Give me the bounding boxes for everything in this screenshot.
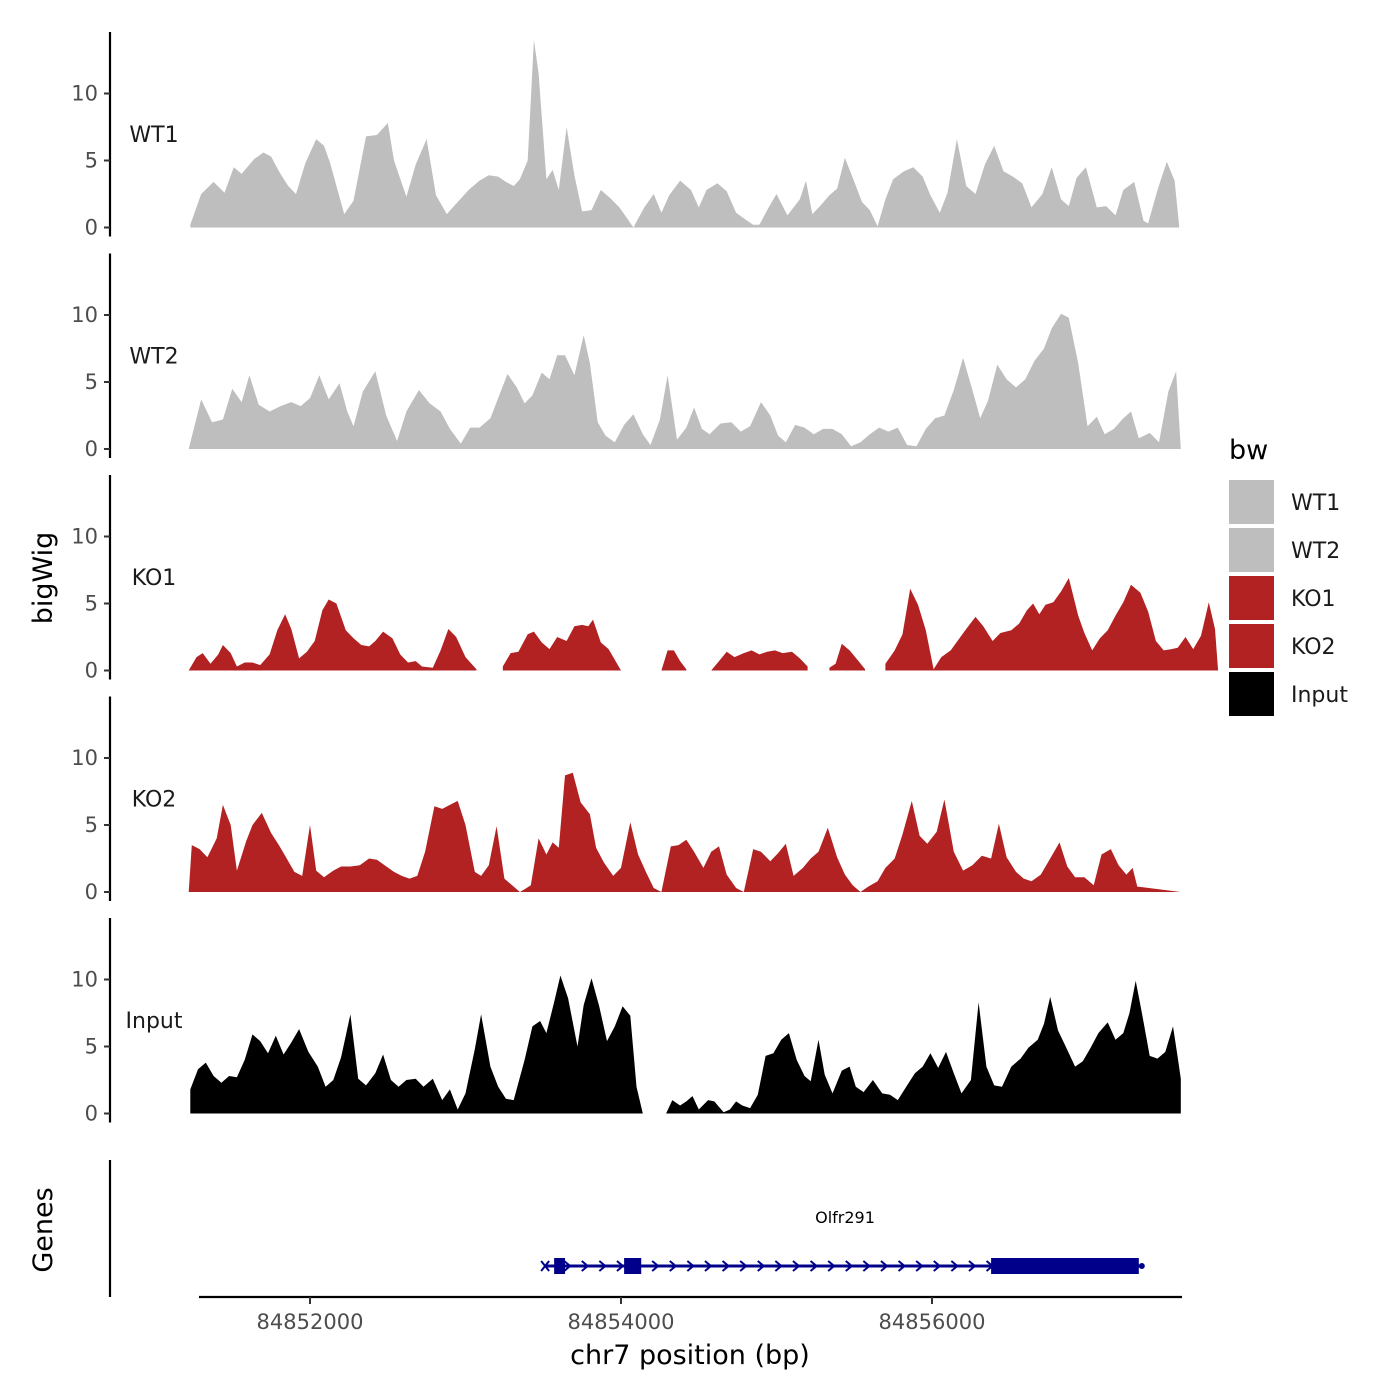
panel-wt1: 0 5 10 WT1 [71,32,1180,240]
strand-arrow-icon [774,1260,783,1272]
gene-exon [624,1258,642,1274]
strand-arrow-icon [739,1260,748,1272]
x-tick-label: 84856000 [879,1310,986,1334]
gene-exon [554,1258,566,1274]
track-label-wt2: WT2 [129,345,178,370]
strand-arrow-icon [563,1260,572,1272]
coverage-area-ko1 [188,599,477,671]
strand-arrow-icon [809,1260,819,1272]
legend-swatch-ko2 [1229,624,1274,668]
y-tick-label: 10 [71,746,98,770]
y-tick-label: 0 [85,659,98,683]
y-axis-title: bigWig [28,532,59,625]
y-tick-label: 5 [85,813,98,837]
legend-swatch-wt2 [1229,528,1274,572]
coverage-area-ko1 [829,643,866,671]
y-tick-label: 5 [85,1035,98,1059]
legend: bw WT1 WT2 KO1 KO2 Input [1229,435,1348,716]
x-tick-label: 84852000 [257,1310,364,1334]
gene-olfr291: Olfr291 [540,1208,1145,1274]
strand-arrow-icon [598,1260,607,1272]
genes-panel: Olfr291 [108,1160,1145,1297]
strand-arrow-icon [757,1260,766,1272]
strand-arrow-icon [827,1260,836,1272]
panel-ko1: 0 5 10 KO1 [71,475,1219,683]
panel-wt2: 0 5 10 WT2 [71,253,1181,461]
legend-swatch-wt1 [1229,480,1274,524]
strand-arrow-icon [845,1260,854,1272]
y-tick-label: 0 [85,437,98,461]
coverage-area-ko1 [661,650,687,671]
strand-arrow-icon [721,1260,731,1272]
coverage-area-wt1 [190,39,1180,228]
coverage-area-ko1 [502,619,621,671]
coverage-area-wt2 [188,313,1181,449]
strand-arrow-icon [792,1260,801,1272]
coverage-area-ko1 [711,650,808,671]
legend-label-wt1: WT1 [1291,491,1340,516]
legend-swatch-input [1229,672,1274,716]
legend-label-wt2: WT2 [1291,539,1340,564]
y-tick-label: 0 [85,880,98,904]
coverage-panels: 0 5 10 WT1 0 5 10 WT2 0 5 10 KO1 0 5 10 KO2 0 5 10 Input [71,32,1219,1126]
strand-arrow-icon [704,1260,713,1272]
gene-start-cross-icon [540,1260,550,1272]
strand-arrow-icon [686,1260,695,1272]
track-label-ko2: KO2 [132,788,177,813]
legend-label-ko1: KO1 [1291,587,1336,612]
gene-label: Olfr291 [815,1208,875,1227]
y-tick-label: 5 [85,149,98,173]
x-axis: 84852000 84854000 84856000 [199,1295,1182,1334]
strand-arrow-icon [968,1260,977,1272]
x-tick-label: 84854000 [568,1310,675,1334]
gene-exon [991,1258,1139,1274]
strand-arrow-icon [950,1260,959,1272]
y-tick-label: 0 [85,1102,98,1126]
coverage-area-input [666,980,1181,1114]
strand-arrow-icon [915,1260,924,1272]
legend-title: bw [1229,435,1268,466]
legend-swatch-ko1 [1229,576,1274,620]
gene-end-marker [1138,1263,1145,1269]
panel-ko2: 0 5 10 KO2 [71,696,1181,904]
strand-arrow-icon [862,1260,871,1272]
legend-label-ko2: KO2 [1291,635,1336,660]
strand-arrow-icon [880,1260,889,1272]
y-tick-label: 10 [71,525,98,549]
genes-axis-title: Genes [28,1187,59,1272]
y-tick-label: 10 [71,968,98,992]
strand-arrow-icon [933,1260,942,1272]
y-tick-label: 5 [85,370,98,394]
strand-arrow-icon [897,1260,907,1272]
track-label-input: Input [126,1009,183,1034]
y-tick-label: 0 [85,216,98,240]
coverage-area-ko2 [188,772,1181,892]
track-label-wt1: WT1 [129,123,178,148]
panel-input: 0 5 10 Input [71,918,1181,1126]
legend-label-input: Input [1291,683,1348,708]
track-label-ko1: KO1 [132,566,177,591]
x-axis-title: chr7 position (bp) [570,1340,810,1371]
coverage-area-input [190,975,643,1114]
y-tick-label: 5 [85,592,98,616]
strand-arrow-icon [616,1260,625,1272]
coverage-area-ko1 [885,578,1219,671]
strand-arrow-icon [669,1260,678,1272]
strand-arrow-icon [651,1260,660,1272]
y-tick-label: 10 [71,82,98,106]
strand-arrow-icon [581,1260,590,1272]
y-tick-label: 10 [71,303,98,327]
